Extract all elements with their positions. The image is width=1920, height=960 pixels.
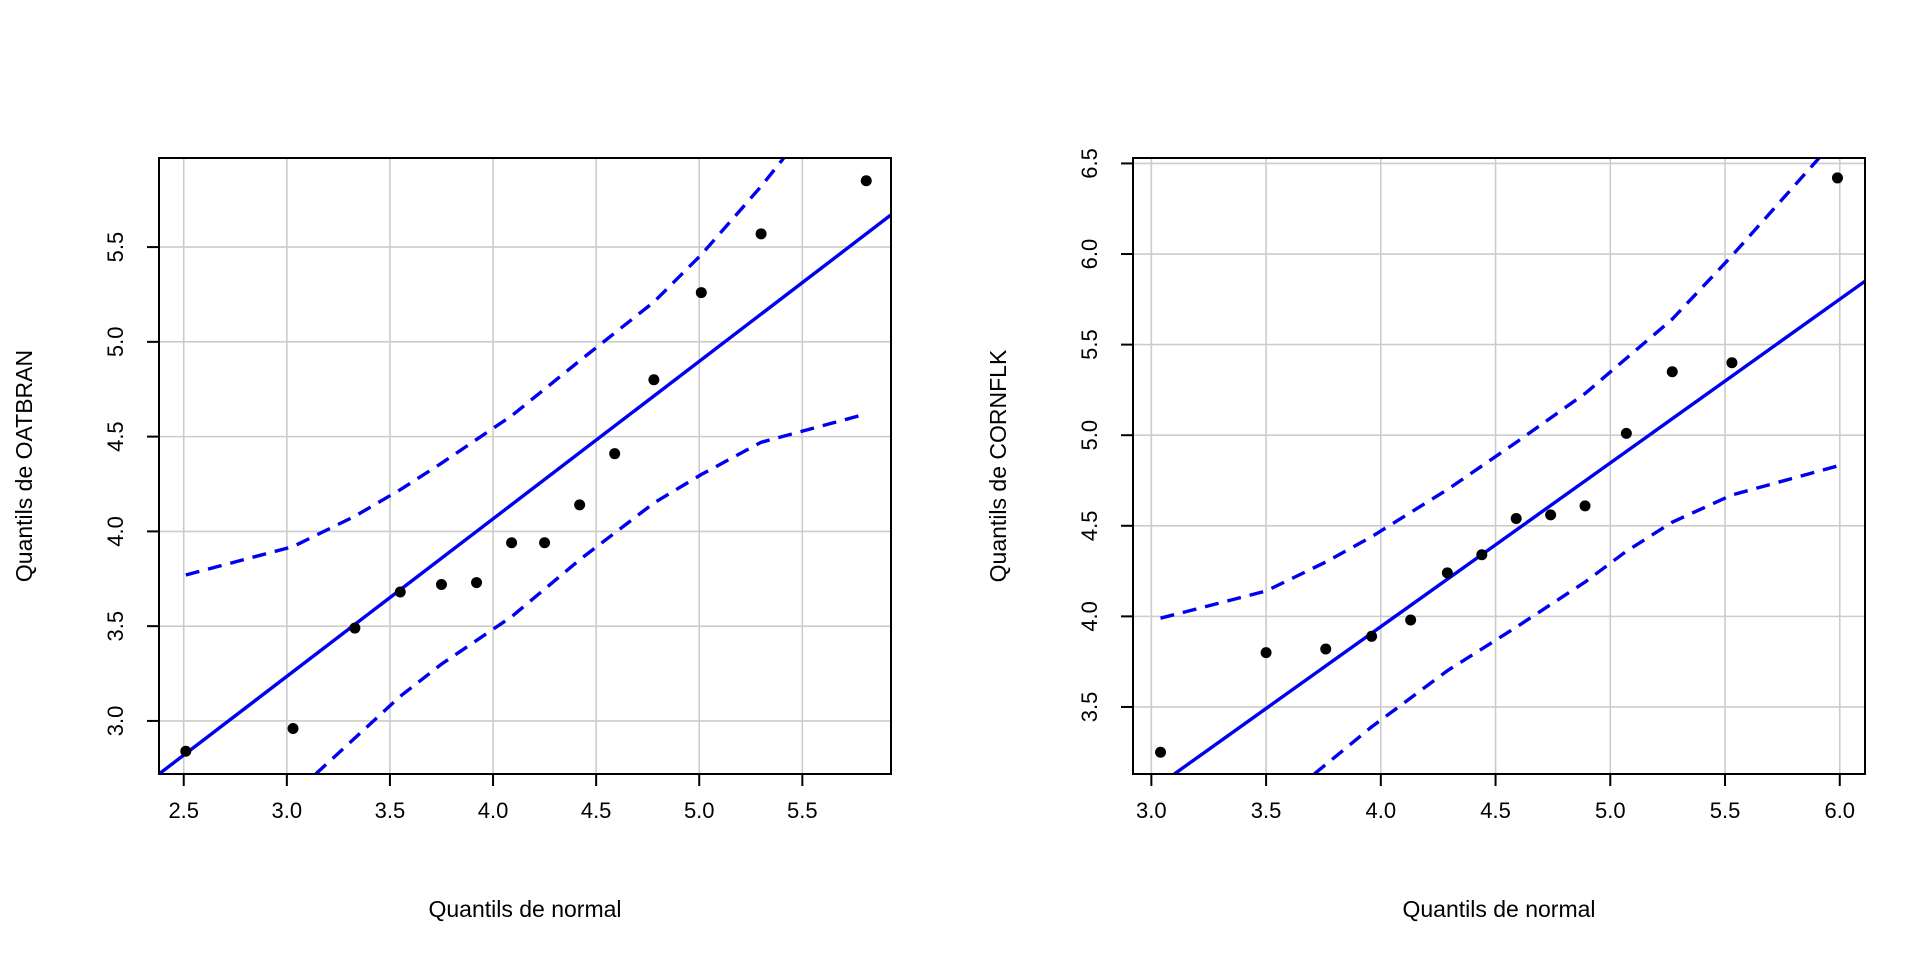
chart-2-y-tick-label: 5.0 <box>1077 420 1102 451</box>
qq-plot-oatbran: 2.5 3.0 3.5 4.0 4.5 5.0 5.5 3.0 3.5 4.0 4.5 5.0 5.5 Q… <box>11 157 892 922</box>
chart-2-data-point <box>1155 746 1167 758</box>
chart-2-x-tick-label: 3.5 <box>1251 798 1282 823</box>
chart-2-y-tick-label: 6.0 <box>1077 239 1102 270</box>
chart-2-lower-confidence-band <box>1313 464 1838 774</box>
chart-1-data-point <box>860 175 872 187</box>
chart-2-data-point <box>1545 509 1557 521</box>
chart-1-data-point <box>574 499 586 511</box>
chart-2-y-axis-title: Quantils de CORNFLK <box>985 349 1011 582</box>
chart-1-y-tick-label: 5.0 <box>103 327 128 358</box>
chart-1-x-tick-label: 2.5 <box>168 798 199 823</box>
chart-2-data-point <box>1405 614 1417 626</box>
chart-2-data-point <box>1476 549 1488 561</box>
chart-1-x-tick-label: 4.0 <box>478 798 509 823</box>
chart-1-data-point <box>471 577 483 589</box>
chart-1-x-tick-label: 5.5 <box>787 798 818 823</box>
chart-1-x-tick-label: 3.0 <box>272 798 303 823</box>
chart-2-y-tick-label: 4.0 <box>1077 601 1102 632</box>
chart-2-y-tick-label: 5.5 <box>1077 329 1102 360</box>
chart-1-data-point <box>287 723 299 735</box>
chart-1-data-point <box>648 374 660 386</box>
chart-2-data-point <box>1666 366 1678 378</box>
chart-2-x-tick-label: 5.0 <box>1595 798 1626 823</box>
chart-2-y-tick-label: 4.5 <box>1077 510 1102 541</box>
chart-1-x-tick-label: 4.5 <box>581 798 612 823</box>
chart-1-data-point <box>349 622 361 634</box>
chart-2-x-axis-title: Quantils de normal <box>1402 896 1595 922</box>
chart-2-x-tick-label: 4.0 <box>1366 798 1397 823</box>
chart-2-reference-line <box>1173 279 1865 774</box>
chart-1-data-point <box>394 586 406 598</box>
chart-2-data-point <box>1260 647 1272 659</box>
chart-2-x-tick-label: 4.5 <box>1480 798 1511 823</box>
chart-2-data-point <box>1510 513 1522 525</box>
chart-1-y-axis-title: Quantils de OATBRAN <box>11 350 37 582</box>
chart-2-x-tick-label: 5.5 <box>1710 798 1741 823</box>
chart-2-upper-confidence-band <box>1160 158 1821 620</box>
chart-2-y-tick-label: 6.5 <box>1077 148 1102 179</box>
chart-1-data-point <box>609 448 621 460</box>
chart-1-y-tick-label: 3.0 <box>103 706 128 737</box>
chart-1-data-point <box>695 287 707 299</box>
chart-2-data-point <box>1579 500 1591 512</box>
chart-1-reference-line <box>159 213 891 774</box>
chart-2-x-tick-label: 6.0 <box>1824 798 1855 823</box>
chart-2-data-point <box>1726 357 1738 369</box>
chart-1-y-tick-label: 3.5 <box>103 611 128 642</box>
chart-2-x-tick-label: 3.0 <box>1136 798 1167 823</box>
chart-1-x-tick-label: 3.5 <box>375 798 406 823</box>
chart-2-y-tick-label: 3.5 <box>1077 692 1102 723</box>
chart-1-upper-confidence-band <box>185 158 786 577</box>
chart-2-data-point <box>1831 172 1843 184</box>
chart-2-data-point <box>1441 567 1453 579</box>
chart-2-data-point <box>1620 427 1632 439</box>
chart-1-x-tick-label: 5.0 <box>684 798 715 823</box>
chart-1-data-point <box>755 228 767 240</box>
chart-1-data-point <box>180 745 192 757</box>
qq-plot-cornflk: 3.0 3.5 4.0 4.5 5.0 5.5 6.0 3.5 4.0 4.5 5.0 5.5 6.0 6… <box>985 148 1866 922</box>
chart-2-data-point <box>1366 630 1378 642</box>
chart-2-data-point <box>1320 643 1332 655</box>
chart-1-y-tick-label: 5.5 <box>103 232 128 263</box>
chart-1-y-tick-label: 4.5 <box>103 421 128 452</box>
chart-1-data-point <box>435 578 447 590</box>
chart-1-x-axis-title: Quantils de normal <box>428 896 621 922</box>
chart-1-data-point <box>506 537 518 549</box>
chart-1-y-tick-label: 4.0 <box>103 516 128 547</box>
chart-1-data-point <box>539 537 551 549</box>
